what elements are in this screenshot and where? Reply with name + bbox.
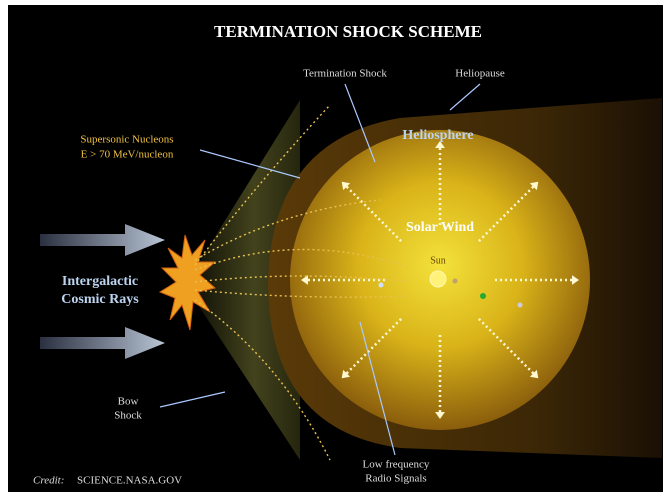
- label: Radio Signals: [365, 473, 426, 485]
- credit-source: SCIENCE.NASA.GOV: [77, 475, 182, 487]
- planet: [453, 279, 458, 284]
- label: Shock: [114, 410, 142, 422]
- page: TERMINATION SHOCK SCHEME Termination Sho…: [0, 0, 670, 498]
- label: Low frequency: [363, 459, 430, 471]
- planet: [379, 283, 384, 288]
- label: Heliosphere: [402, 128, 473, 143]
- title: TERMINATION SHOCK SCHEME: [214, 22, 482, 41]
- label: Bow: [118, 396, 139, 408]
- label: Sun: [430, 255, 446, 266]
- planet: [518, 303, 523, 308]
- label: Supersonic Nucleons: [80, 134, 173, 146]
- label: Cosmic Rays: [61, 292, 139, 307]
- label: Intergalactic: [62, 274, 138, 289]
- planet: [480, 293, 486, 299]
- label: Termination Shock: [303, 68, 387, 80]
- diagram: TERMINATION SHOCK SCHEME Termination Sho…: [0, 0, 670, 498]
- label: Solar Wind: [406, 220, 474, 235]
- sun: [430, 271, 446, 287]
- credit-label: Credit:: [33, 475, 64, 487]
- label: E > 70 MeV/nucleon: [81, 149, 174, 161]
- label: Heliopause: [455, 68, 505, 80]
